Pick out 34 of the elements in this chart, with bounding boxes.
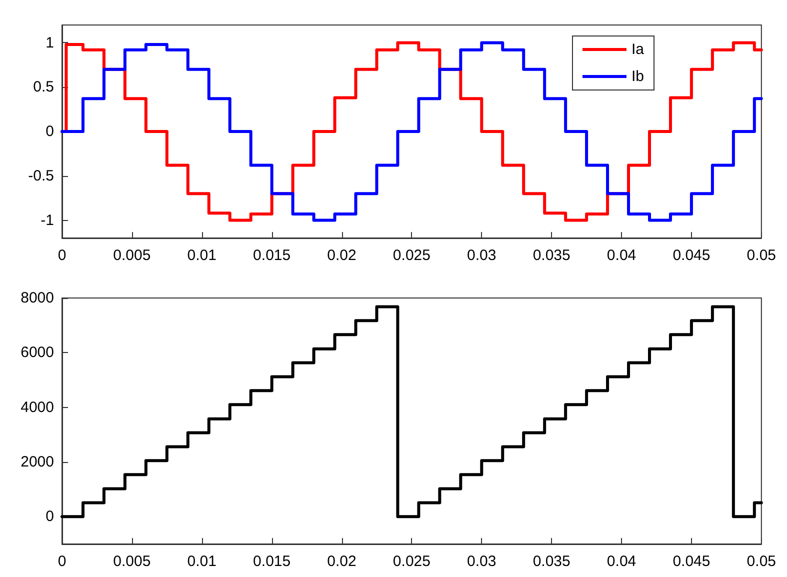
legend-label: Ib bbox=[631, 68, 644, 85]
y-tick-label: 6000 bbox=[20, 344, 54, 362]
x-tick-label: 0.03 bbox=[467, 553, 496, 570]
x-tick-label: 0.03 bbox=[467, 247, 496, 264]
y-tick-label: -1 bbox=[40, 212, 54, 229]
x-tick-label: 0.035 bbox=[532, 553, 570, 570]
x-tick-label: 0 bbox=[58, 247, 66, 264]
x-tick-label: 0.01 bbox=[187, 553, 216, 570]
x-tick-label: 0.005 bbox=[113, 247, 151, 264]
x-tick-label: 0.005 bbox=[113, 553, 151, 570]
x-tick-label: 0.035 bbox=[532, 247, 570, 264]
x-tick-label: 0.045 bbox=[672, 247, 710, 264]
x-tick-label: 0.04 bbox=[606, 247, 636, 264]
y-tick-label: 4000 bbox=[20, 398, 54, 416]
y-tick-label: -0.5 bbox=[28, 167, 54, 184]
y-tick-label: 0.5 bbox=[33, 78, 54, 96]
x-tick-label: 0.05 bbox=[746, 247, 776, 264]
x-tick-label: 0 bbox=[58, 553, 66, 570]
x-tick-label: 0.015 bbox=[253, 247, 291, 264]
x-tick-label: 0.02 bbox=[327, 553, 356, 570]
x-tick-label: 0.05 bbox=[746, 553, 776, 570]
y-tick-label: 0 bbox=[46, 508, 54, 526]
x-tick-label: 0.015 bbox=[253, 553, 291, 570]
x-tick-label: 0.025 bbox=[392, 247, 430, 264]
y-tick-label: 8000 bbox=[20, 290, 54, 306]
x-tick-label: 0.025 bbox=[392, 553, 430, 570]
x-tick-label: 0.02 bbox=[327, 247, 356, 264]
y-tick-label: 2000 bbox=[20, 454, 54, 470]
x-tick-label: 0.045 bbox=[672, 553, 710, 570]
y-tick-label: 1 bbox=[46, 34, 54, 52]
x-tick-label: 0.01 bbox=[187, 247, 216, 264]
legend-label: Ia bbox=[631, 41, 645, 58]
y-tick-label: 0 bbox=[46, 123, 54, 140]
x-tick-label: 0.04 bbox=[606, 553, 636, 570]
